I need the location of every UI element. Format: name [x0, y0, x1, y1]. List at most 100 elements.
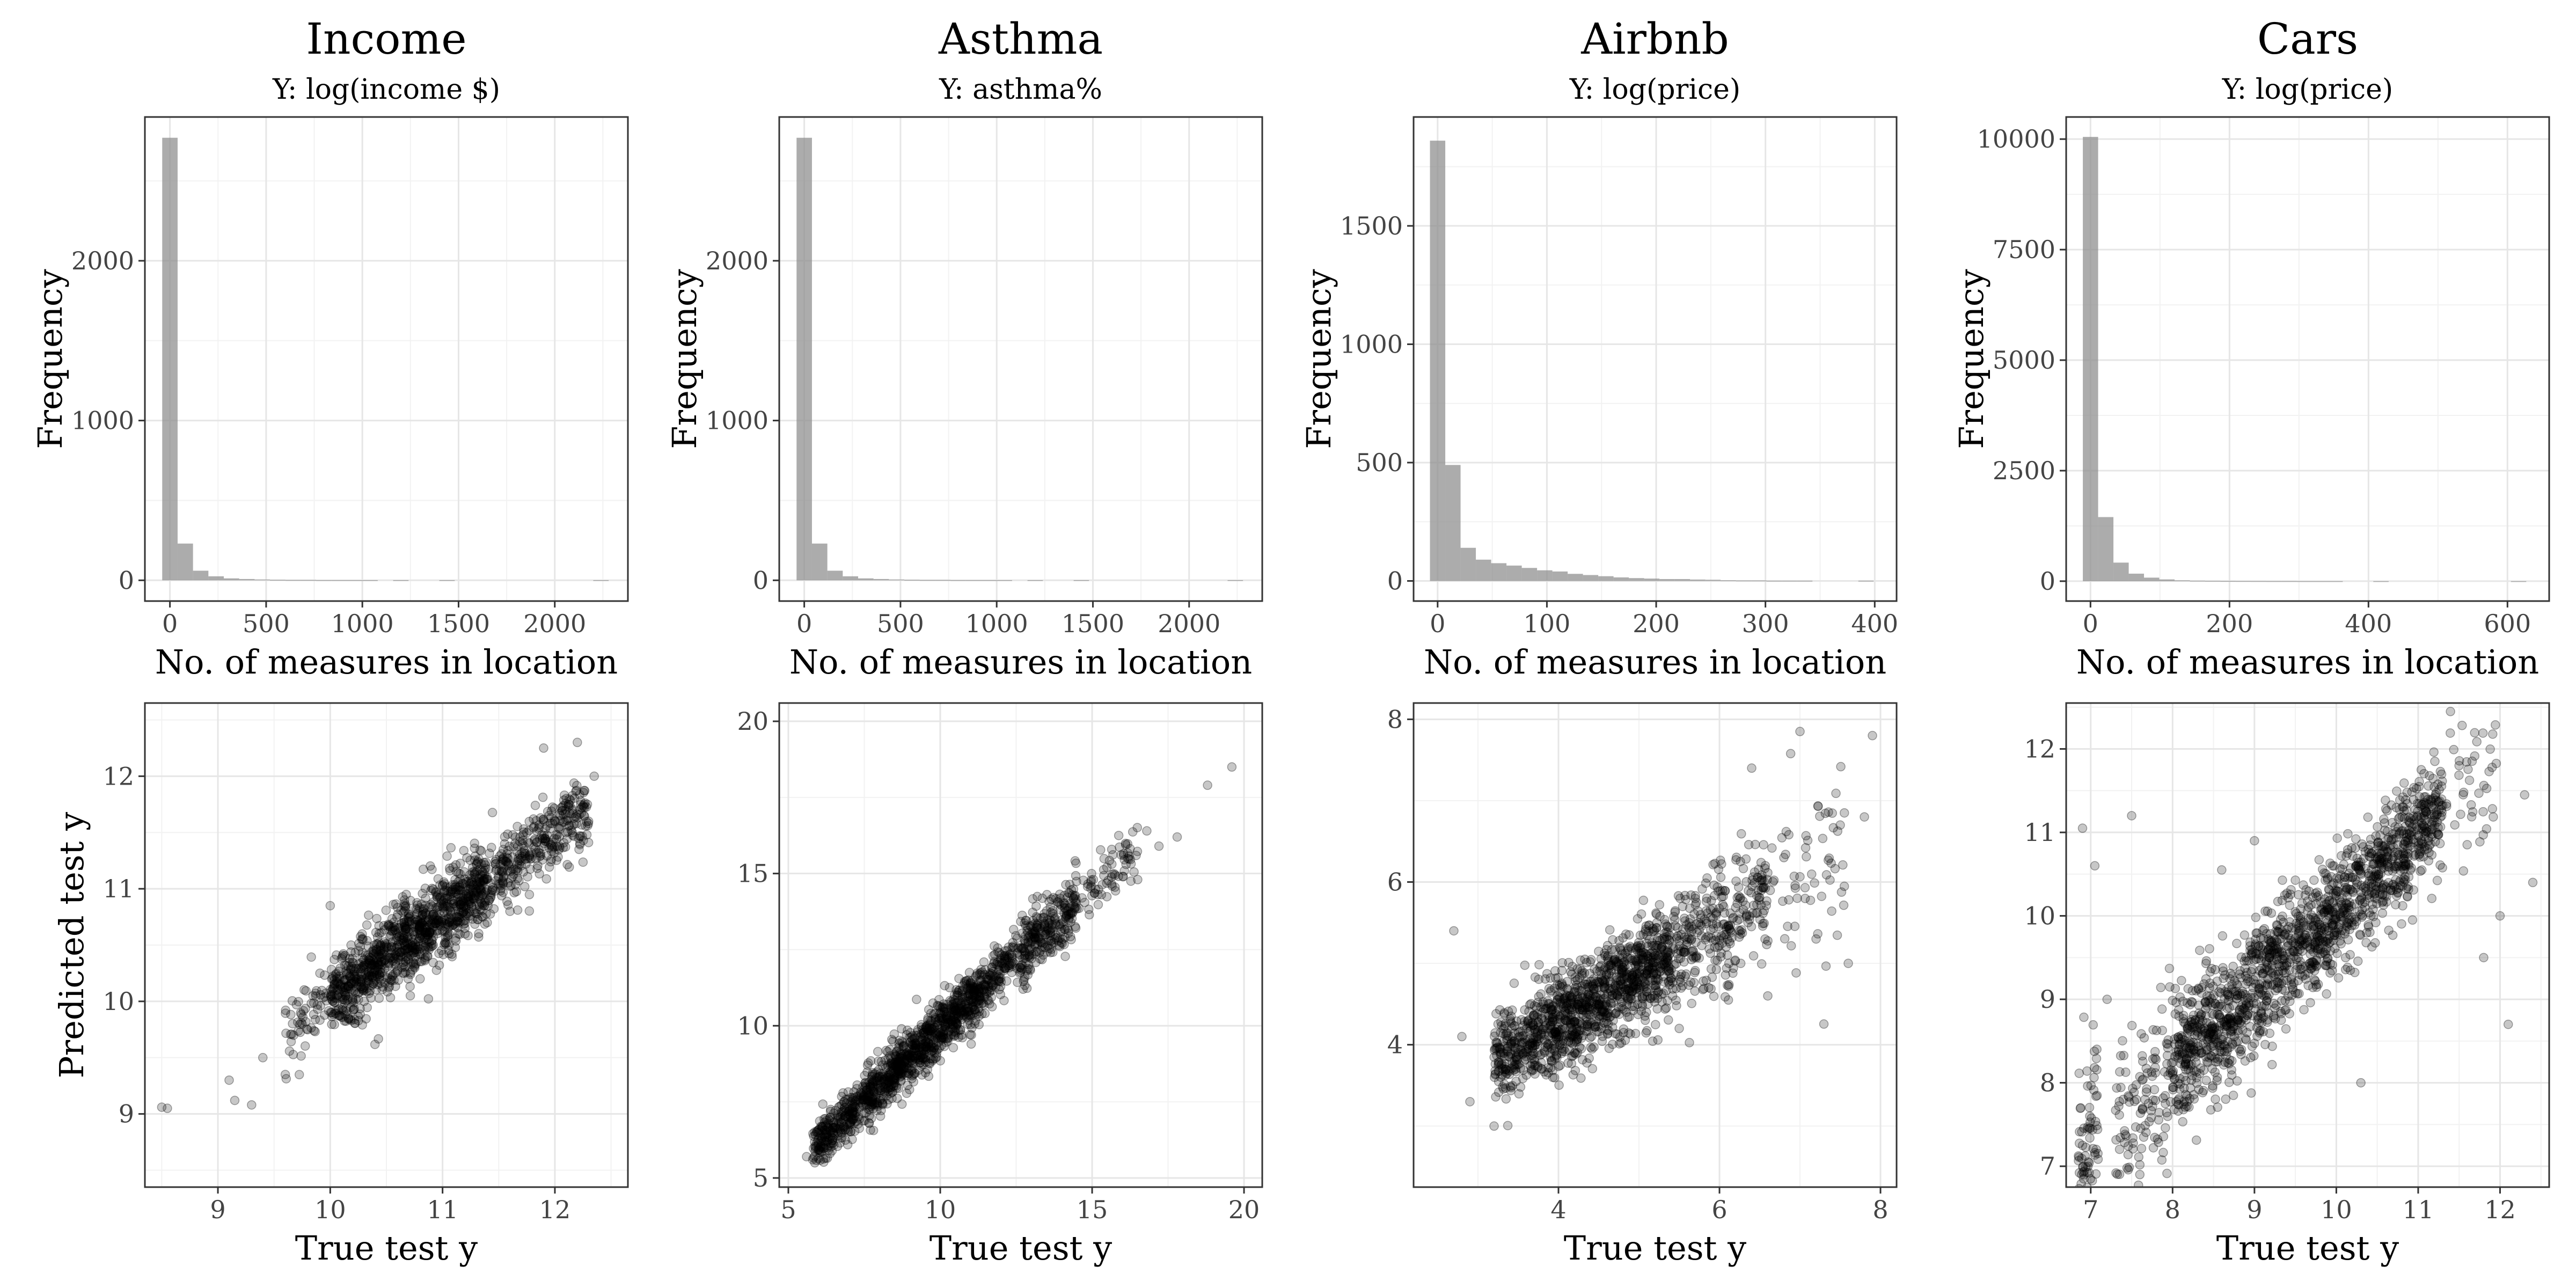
scatter-point: [500, 839, 510, 849]
scatter-point: [334, 990, 344, 999]
scatter-point: [326, 994, 336, 1004]
scatter-point: [504, 861, 514, 870]
scatter-point: [1823, 855, 1833, 865]
scatter-point: [353, 988, 363, 998]
scatter-point: [440, 916, 450, 925]
scatter-point: [287, 996, 297, 1006]
scatter-point: [495, 881, 505, 891]
scatter-point: [377, 949, 387, 959]
y-axis-label: Predicted test y: [52, 812, 91, 1078]
x-tick-label: 0: [162, 609, 178, 638]
scatter-point: [401, 904, 411, 913]
scatter-point: [434, 948, 444, 958]
scatter-point: [405, 968, 415, 978]
scatter-point: [379, 964, 390, 974]
scatter-point: [338, 993, 348, 1003]
scatter-point: [366, 993, 376, 1003]
scatter-point: [499, 863, 509, 873]
scatter-point: [529, 823, 538, 833]
scatter-point: [531, 816, 541, 826]
scatter-point: [1636, 909, 1646, 919]
scatter-point: [1747, 763, 1757, 773]
scatter-point: [467, 914, 478, 924]
scatter-point: [343, 981, 353, 991]
scatter-point: [423, 917, 433, 927]
scatter-point: [583, 838, 594, 847]
scatter-point: [450, 918, 460, 928]
scatter-point: [477, 906, 487, 916]
scatter-point: [461, 889, 471, 899]
scatter-point: [550, 803, 559, 814]
scatter-point: [379, 950, 389, 960]
scatter-point: [477, 886, 487, 896]
scatter-point: [338, 949, 348, 959]
scatter-point: [462, 853, 472, 862]
scatter-point: [817, 1133, 827, 1143]
scatter-point: [434, 960, 444, 970]
scatter-point: [579, 786, 589, 795]
scatter-point: [349, 986, 358, 996]
scatter-point: [1795, 872, 1805, 882]
scatter-point: [414, 923, 425, 933]
scatter-point: [479, 901, 489, 911]
scatter-point: [372, 945, 382, 954]
scatter-point: [280, 1070, 290, 1079]
scatter-point: [544, 862, 554, 872]
scatter-point: [1655, 911, 1665, 921]
scatter-point: [374, 928, 384, 939]
scatter-point: [471, 885, 481, 895]
scatter-point: [518, 836, 528, 846]
scatter-point: [858, 1088, 868, 1097]
scatter-point: [1003, 952, 1013, 962]
scatter-point: [418, 910, 427, 919]
scatter-point: [565, 800, 575, 810]
scatter-point: [330, 1020, 339, 1029]
marks: [802, 762, 1237, 1168]
scatter-point: [332, 972, 342, 982]
scatter-point: [440, 938, 450, 948]
scatter-point: [349, 1014, 360, 1024]
scatter-point: [409, 959, 419, 969]
scatter-point: [354, 959, 364, 969]
scatter-point: [559, 790, 569, 800]
histogram-bar: [2144, 577, 2160, 581]
plot-frame: [2065, 116, 2550, 602]
histogram-bar: [811, 543, 828, 581]
scatter-point: [394, 941, 405, 951]
scatter-point: [287, 1029, 297, 1039]
scatter-point: [433, 890, 442, 900]
scatter-point: [420, 942, 430, 952]
scatter-point: [1516, 1027, 1525, 1036]
scatter-point: [1687, 999, 1696, 1008]
scatter-point: [859, 1091, 868, 1101]
scatter-point: [373, 960, 383, 970]
scatter-point: [1677, 969, 1686, 979]
scatter-point: [467, 887, 478, 897]
scatter-point: [567, 828, 577, 838]
scatter-point: [362, 1002, 372, 1013]
scatter-point: [1839, 901, 1849, 910]
scatter-point: [1553, 994, 1563, 1005]
scatter-point: [286, 1009, 296, 1020]
scatter-point: [350, 1018, 360, 1028]
scatter-point: [442, 914, 452, 924]
scatter-point: [330, 983, 339, 993]
scatter-point: [418, 919, 427, 929]
scatter-point: [558, 817, 568, 827]
scatter-point: [416, 957, 427, 967]
scatter-point: [420, 927, 430, 938]
scatter-point: [294, 1070, 304, 1080]
scatter-point: [398, 933, 408, 943]
scatter-point: [839, 1097, 849, 1107]
scatter-point: [400, 895, 409, 905]
scatter-point: [348, 1005, 358, 1015]
scatter-point: [817, 1121, 827, 1131]
scatter-point: [445, 892, 455, 902]
scatter-point: [858, 1081, 868, 1092]
scatter-point: [371, 985, 381, 995]
scatter-point: [415, 974, 425, 984]
scatter-point: [416, 918, 427, 928]
scatter-point: [353, 1012, 363, 1021]
scatter-point: [832, 1141, 843, 1151]
